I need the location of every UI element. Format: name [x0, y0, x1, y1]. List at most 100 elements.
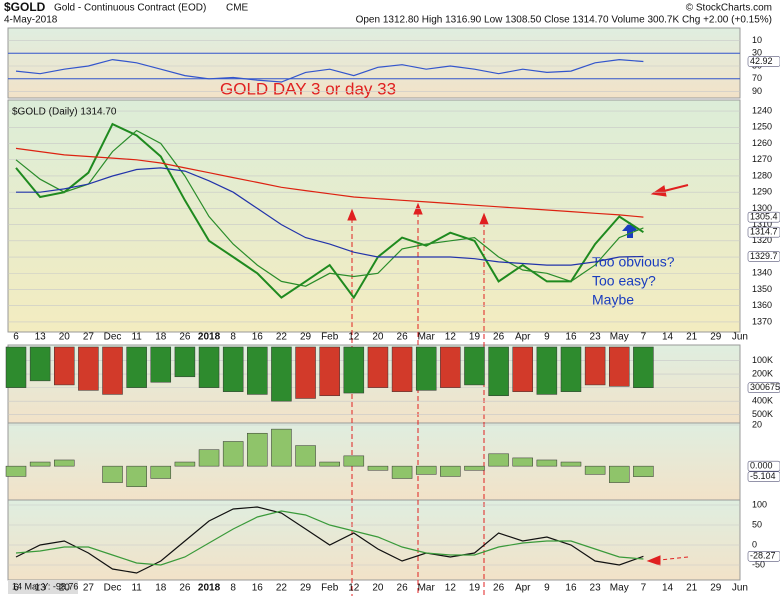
bar — [198, 346, 220, 388]
bar — [198, 449, 220, 467]
series-line — [16, 167, 644, 266]
bar — [54, 346, 75, 386]
blue-arrow — [622, 222, 638, 238]
y-tick-label: 1270 — [752, 154, 772, 164]
bar — [367, 465, 389, 471]
bar — [343, 346, 365, 394]
x-tick-label: 16 — [565, 583, 577, 594]
bar — [343, 455, 365, 467]
bar — [609, 465, 630, 483]
x-tick-label: 13 — [35, 583, 47, 594]
bar — [536, 459, 558, 467]
x-tick-label: 23 — [590, 583, 602, 594]
x-tick-label: 23 — [590, 332, 602, 343]
note: Too obvious? — [592, 254, 675, 270]
y-tick-label: 90 — [752, 86, 762, 96]
x-tick-label: 21 — [686, 583, 698, 594]
bar — [126, 346, 147, 388]
value-tag — [747, 382, 780, 394]
arrows — [347, 184, 689, 596]
arrow-head — [650, 185, 667, 197]
x-tick-label: 2018 — [198, 583, 221, 594]
bar — [174, 346, 196, 378]
bar — [319, 346, 340, 397]
x-tick-label: 13 — [35, 332, 47, 343]
panel — [7, 27, 741, 99]
x-tick-label: 20 — [59, 583, 71, 594]
y-tick-label: 200K — [752, 368, 773, 378]
bar — [488, 346, 509, 397]
bar — [29, 461, 51, 467]
y-tick-label: 20 — [752, 419, 762, 429]
x-tick-label: 18 — [155, 583, 167, 594]
bar — [560, 461, 582, 467]
bar — [174, 461, 196, 467]
x-tick-label: 29 — [300, 332, 312, 343]
y-tick-label: 1290 — [752, 187, 772, 197]
y-tick-label: 1300 — [752, 203, 772, 213]
panel — [7, 422, 741, 501]
x-tick-label: 16 — [252, 583, 264, 594]
value-tag — [747, 56, 780, 67]
bar — [222, 346, 244, 392]
bar — [391, 346, 413, 392]
x-tick-label: Mar — [418, 583, 436, 594]
y-tick-label: 1250 — [752, 122, 772, 132]
bar — [584, 465, 606, 475]
y-tick-label: -50 — [752, 559, 765, 569]
source: © StockCharts.com — [686, 3, 772, 14]
bar — [415, 465, 437, 475]
x-tick-label: 27 — [83, 583, 95, 594]
x-tick-label: 12 — [348, 583, 360, 594]
arrow-head — [347, 208, 357, 221]
value-tag-label: 42.92 — [750, 56, 773, 66]
x-tick-label: 9 — [544, 583, 550, 594]
bar — [440, 346, 461, 388]
x-tick-label: 26 — [179, 583, 191, 594]
annotation-title: GOLD DAY 3 or day 33 — [220, 79, 396, 98]
x-tick-label: 20 — [59, 332, 71, 343]
x-tick-label: 11 — [131, 583, 142, 594]
x-tick-label: 12 — [445, 583, 457, 594]
bar — [102, 465, 123, 483]
series-line — [15, 129, 644, 287]
series-line — [15, 506, 644, 574]
footer: 14 Mar Y: -99.76 — [12, 581, 78, 591]
note: Maybe — [592, 292, 634, 308]
x-tick-label: Mar — [418, 332, 436, 343]
bar — [488, 453, 509, 467]
bar — [54, 459, 75, 467]
value-tag-label: 300675 — [750, 382, 780, 392]
x-tick-label: 26 — [179, 332, 191, 343]
arrow — [659, 556, 689, 561]
y-tick-label: 1260 — [752, 138, 772, 148]
date: 4-May-2018 — [4, 15, 58, 26]
x-tick-label: 19 — [469, 583, 481, 594]
x-tick-label: 20 — [372, 332, 384, 343]
bar — [247, 346, 268, 395]
value-tag-label: 1314.7 — [750, 227, 778, 237]
series-line — [15, 510, 644, 566]
x-tick-label: 29 — [300, 583, 312, 594]
y-tick-label: 1340 — [752, 268, 772, 278]
x-tick-label: 6 — [13, 583, 19, 594]
x-tick-label: 22 — [276, 332, 288, 343]
x-tick-label: 14 — [662, 583, 674, 594]
arrow-head — [646, 555, 661, 566]
y-tick-label: 1310 — [752, 219, 772, 229]
bar — [609, 346, 630, 387]
value-tag-label: 0.000 — [750, 461, 773, 471]
value-tag — [747, 460, 780, 472]
bar — [560, 346, 582, 392]
arrow-head — [479, 212, 489, 225]
x-tick-label: Apr — [515, 332, 531, 343]
bar — [295, 346, 316, 399]
y-tick-label: 400K — [752, 396, 773, 406]
bar — [464, 346, 485, 386]
x-tick-label: 19 — [469, 332, 481, 343]
quote: Open 1312.80 High 1316.90 Low 1308.50 Cl… — [356, 15, 772, 26]
series-line — [15, 147, 644, 218]
x-tick-label: 18 — [155, 332, 167, 343]
value-tag-label: -28.27 — [750, 551, 776, 561]
